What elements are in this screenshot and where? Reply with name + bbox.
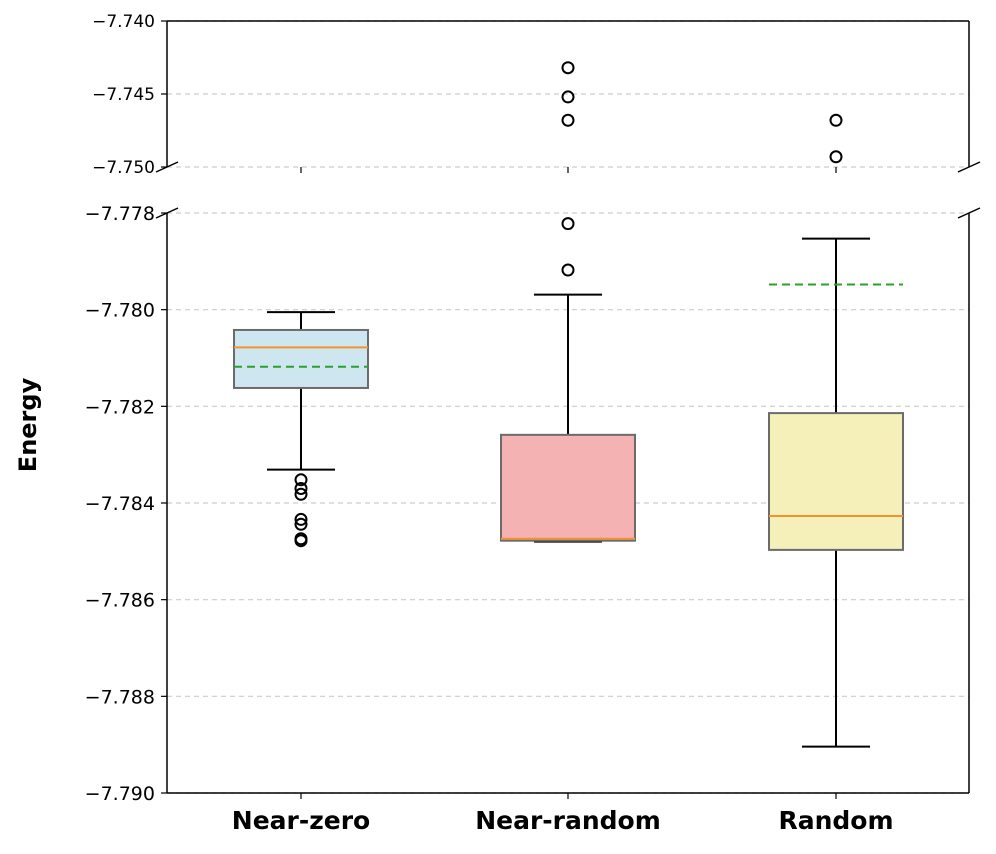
axis-break-mark [957,207,981,219]
outlier-point [561,217,575,231]
x-category-label: Near-random [475,806,661,835]
outlier-point [294,534,308,548]
box-group-near-zero [233,311,369,548]
outlier-point [561,61,575,75]
outlier-point [561,90,575,104]
tick-labels: −7.740 −7.745 −7.750 −7.778 −7.780 −7.782 −7.7… [85,12,894,835]
outlier-point [829,150,843,164]
y-tick-label-top: −7.750 [92,158,155,178]
outlier-point [294,487,308,501]
outlier-point [294,473,308,487]
outlier-point [294,512,308,526]
y-tick-label-bottom: −7.790 [85,783,155,805]
y-tick-label-bottom: −7.786 [85,590,155,612]
y-axis-label: Energy [14,377,42,472]
outlier-point [561,113,575,127]
y-tick-label-bottom: −7.782 [85,396,155,418]
outlier-point [294,482,308,495]
y-tick-label-top: −7.740 [92,12,155,32]
x-category-label: Random [778,806,893,835]
x-category-label: Near-zero [232,806,370,835]
axis-break-mark [957,161,981,173]
boxes-layer [233,61,904,748]
y-tick-label-top: −7.745 [92,85,155,105]
y-tick-label-bottom: −7.784 [85,493,155,515]
iqr-box [768,412,904,551]
iqr-box [233,328,369,389]
outlier-point [829,113,843,127]
y-tick-label-bottom: −7.778 [85,203,155,225]
y-tick-label-bottom: −7.780 [85,300,155,322]
outlier-point [294,517,308,531]
box-group-near-random [500,61,636,543]
box-group-random [768,113,904,748]
outlier-point [561,263,575,277]
y-tick-label-bottom: −7.788 [85,686,155,708]
iqr-box [500,433,636,542]
